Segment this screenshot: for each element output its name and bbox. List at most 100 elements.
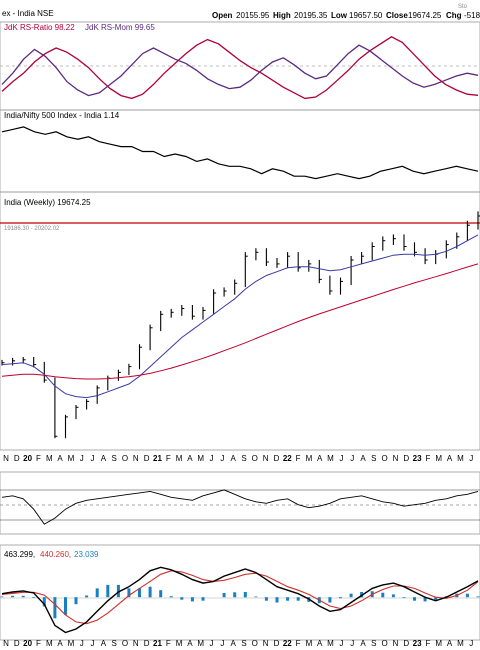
macd-histogram-bar — [74, 597, 78, 605]
open-value: 20155.95 — [236, 11, 270, 20]
x-axis-label: A — [231, 639, 237, 648]
x-axis-label: M — [457, 639, 464, 648]
macd-histogram-bar — [53, 597, 57, 619]
x-axis-label: M — [306, 454, 313, 463]
chg-value: -518 — [464, 11, 480, 20]
macd-histogram-bar — [42, 597, 46, 607]
x-axis-label: 20 — [23, 454, 32, 463]
macd-histogram-bar — [402, 597, 406, 598]
x-axis-label: 22 — [283, 639, 292, 648]
macd-histogram-bar — [360, 592, 364, 598]
x-axis-label: J — [210, 454, 214, 463]
x-axis-label: J — [469, 639, 473, 648]
macd-histogram-bar — [116, 584, 120, 598]
rrg-series-line-0 — [1, 36, 479, 100]
x-axis-label: D — [403, 454, 409, 463]
x-axis-label: J — [91, 454, 95, 463]
x-axis-label: M — [176, 454, 183, 463]
macd-histogram-bar — [233, 592, 237, 598]
x-axis-label: A — [57, 454, 63, 463]
x-axis-label: J — [350, 639, 354, 648]
macd-histogram-bar — [138, 588, 141, 598]
macd-histogram-bar — [21, 595, 25, 598]
x-axis-label: M — [435, 454, 442, 463]
close-value: 19674.25 — [408, 11, 442, 20]
macd-histogram-bar — [275, 597, 279, 603]
macd-histogram-bar — [391, 594, 395, 598]
x-axis-label: F — [425, 454, 430, 463]
x-axis-label: N — [133, 639, 139, 648]
x-axis-label: F — [36, 454, 41, 463]
close-label: Close — [386, 11, 408, 20]
macd-histogram-bar — [222, 593, 226, 598]
x-axis-label: J — [339, 454, 343, 463]
x-axis-label: O — [381, 454, 387, 463]
macd-histogram-bar — [180, 597, 184, 600]
x-axis-label: 20 — [23, 639, 32, 648]
x-axis-label: M — [435, 639, 442, 648]
x-axis-label: F — [425, 639, 430, 648]
macd-histogram-bar — [159, 590, 163, 598]
x-axis-label: S — [371, 639, 376, 648]
x-axis-label: D — [274, 639, 280, 648]
x-axis-label: F — [296, 454, 301, 463]
panel-macd — [0, 544, 480, 641]
x-axis-label: A — [187, 639, 193, 648]
open-label: Open — [212, 11, 233, 20]
macd-histogram-bar — [127, 588, 131, 598]
ma-short-line — [1, 234, 479, 399]
x-axis-label: J — [350, 454, 354, 463]
macd-histogram-bar — [434, 597, 438, 601]
x-axis-label: D — [144, 639, 150, 648]
x-axis-label: 22 — [283, 454, 292, 463]
x-axis-label: F — [296, 639, 301, 648]
x-axis-label: M — [306, 639, 313, 648]
macd-histogram-bar — [95, 588, 99, 598]
ma-long-line — [1, 263, 479, 380]
macd-histogram-bar — [11, 595, 15, 598]
macd-histogram-bar — [296, 597, 300, 601]
x-axis-label: A — [447, 639, 453, 648]
macd-histogram-bar — [169, 596, 173, 598]
macd-histogram-bar — [190, 597, 194, 602]
x-axis-label: O — [122, 639, 128, 648]
low-label: Low — [331, 11, 348, 20]
macd-histogram-bar — [339, 597, 342, 599]
x-axis-label: D — [14, 454, 20, 463]
x-axis-label: J — [469, 454, 473, 463]
x-axis-label: J — [220, 639, 224, 648]
macd-histogram-bar — [413, 597, 416, 601]
macd-histogram-bar — [286, 597, 290, 601]
low-value: 19657.50 — [349, 11, 383, 20]
x-axis-label: M — [176, 639, 183, 648]
x-axis-label: J — [80, 454, 84, 463]
x-axis-label: S — [112, 454, 117, 463]
x-axis-label: F — [166, 639, 171, 648]
x-axis-label: S — [112, 639, 117, 648]
x-axis-label: N — [3, 639, 9, 648]
x-axis-label: 21 — [153, 454, 162, 463]
x-axis-label: N — [393, 639, 399, 648]
rrg-title-a: JdK RS-Ratio 98.22 — [4, 23, 75, 32]
x-axis-label: A — [317, 454, 323, 463]
macd-histogram-bar — [64, 597, 67, 615]
price-subtitle: 19186.30 - 20202.02 — [4, 226, 60, 232]
macd-histogram-bar — [381, 592, 385, 598]
x-axis-label: A — [360, 639, 366, 648]
x-axis-label: N — [263, 454, 269, 463]
price-title: India (Weekly) 19674.25 — [4, 198, 91, 207]
macd-histogram-bar — [106, 584, 110, 598]
rrg-series-line-1 — [1, 44, 479, 97]
x-axis-label: A — [447, 454, 453, 463]
high-label: High — [273, 11, 291, 20]
x-axis-label: N — [393, 454, 399, 463]
macd-histogram-bar — [85, 595, 89, 598]
x-axis-label: A — [231, 454, 237, 463]
macd-title-3: 23.039 — [74, 550, 99, 559]
brand-label: Sto — [458, 4, 468, 10]
x-axis-label: N — [133, 454, 139, 463]
macd-signal-line — [1, 570, 479, 625]
x-axis-label: J — [80, 639, 84, 648]
x-axis-label: S — [241, 454, 246, 463]
x-axis-label: N — [263, 639, 269, 648]
